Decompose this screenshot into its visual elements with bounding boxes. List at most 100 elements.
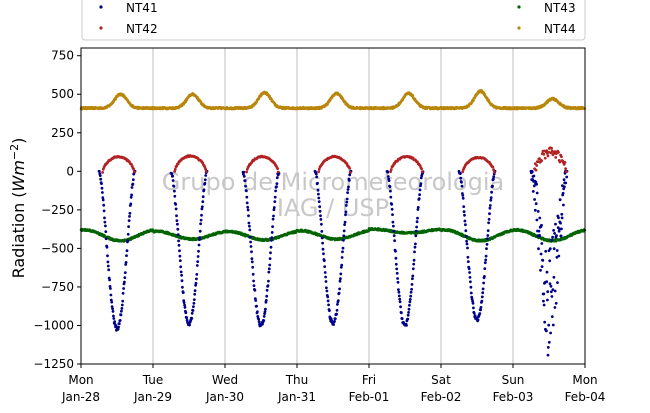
point-nt41 (325, 289, 329, 293)
point-nt41 (242, 172, 245, 176)
point-nt42 (546, 154, 550, 158)
point-nt42 (540, 159, 543, 163)
point-nt41 (343, 220, 347, 224)
point-nt41 (343, 223, 346, 227)
point-nt41 (480, 299, 484, 303)
point-nt42 (564, 170, 568, 174)
point-nt41 (324, 280, 328, 283)
point-nt41 (180, 279, 184, 283)
x-tick-label-day: Mon (572, 373, 597, 387)
point-nt42 (550, 146, 553, 150)
point-nt41 (316, 188, 320, 192)
point-nt41 (112, 314, 115, 318)
y-tick-label: −500 (41, 241, 74, 255)
point-nt41 (322, 252, 325, 256)
point-nt41 (550, 295, 554, 298)
point-nt41 (458, 172, 462, 176)
point-nt41 (248, 235, 252, 239)
point-nt42 (420, 167, 423, 171)
point-nt41 (316, 181, 319, 185)
point-nt41 (483, 267, 487, 270)
point-nt41 (412, 258, 416, 262)
point-nt41 (271, 225, 274, 229)
point-nt44 (472, 99, 475, 102)
point-nt41 (247, 214, 250, 218)
point-nt41 (338, 279, 342, 283)
point-nt41 (545, 280, 549, 284)
watermark: Grupo de Micrometeorologia IAG / USP (162, 168, 504, 222)
point-nt41 (326, 295, 330, 299)
point-nt41 (268, 257, 272, 260)
point-nt41 (337, 291, 341, 295)
point-nt41 (537, 229, 541, 233)
point-nt41 (562, 203, 565, 207)
point-nt41 (542, 292, 546, 296)
point-nt41 (104, 230, 108, 234)
point-nt42 (542, 152, 546, 156)
point-nt41 (394, 262, 398, 266)
point-nt41 (199, 218, 203, 222)
point-nt41 (558, 198, 562, 202)
point-nt41 (323, 271, 327, 274)
point-nt41 (552, 229, 555, 232)
point-nt41 (177, 243, 181, 247)
point-nt42 (276, 167, 279, 171)
point-nt41 (203, 178, 207, 182)
x-tick-label-date: Feb-04 (565, 390, 606, 404)
point-nt41 (489, 196, 493, 200)
point-nt41 (270, 231, 274, 234)
point-nt41 (272, 208, 276, 212)
point-nt41 (200, 205, 204, 209)
point-nt41 (176, 233, 180, 237)
point-nt41 (202, 188, 206, 192)
point-nt41 (193, 289, 197, 293)
point-nt41 (106, 254, 109, 258)
point-nt41 (174, 207, 178, 211)
point-nt41 (269, 251, 272, 255)
point-nt41 (408, 300, 412, 304)
point-nt41 (275, 185, 278, 189)
point-nt41 (333, 320, 336, 323)
point-nt42 (560, 155, 563, 159)
point-nt41 (557, 229, 561, 233)
point-nt42 (173, 170, 177, 173)
point-nt41 (201, 200, 205, 204)
point-nt41 (199, 222, 203, 226)
point-nt41 (188, 323, 192, 327)
point-nt41 (560, 216, 564, 220)
point-nt41 (127, 225, 130, 229)
point-nt41 (103, 216, 106, 220)
point-nt41 (251, 265, 255, 269)
point-nt41 (391, 220, 395, 224)
y-tick-label: 250 (51, 126, 74, 140)
point-nt41 (126, 232, 130, 236)
point-nt41 (396, 277, 399, 280)
point-nt42 (564, 167, 567, 171)
point-nt41 (340, 263, 344, 267)
point-nt41 (530, 170, 534, 174)
point-nt41 (469, 285, 473, 289)
point-nt41 (249, 240, 253, 244)
point-nt42 (535, 164, 539, 167)
point-nt41 (462, 210, 466, 214)
point-nt42 (461, 170, 464, 174)
point-nt41 (112, 317, 116, 320)
point-nt41 (544, 249, 548, 253)
point-nt41 (339, 277, 342, 281)
point-nt41 (318, 209, 322, 213)
point-nt41 (123, 280, 126, 284)
point-nt41 (557, 254, 561, 258)
point-nt41 (179, 270, 183, 274)
point-nt41 (268, 263, 272, 267)
watermark-line-2: IAG / USP (277, 194, 389, 222)
point-nt41 (397, 290, 401, 294)
point-nt41 (314, 172, 318, 176)
point-nt41 (484, 254, 488, 258)
x-tick-label-date: Feb-01 (349, 390, 390, 404)
point-nt41 (411, 267, 415, 271)
y-tick-label: −1000 (33, 318, 74, 332)
point-nt41 (183, 303, 187, 307)
point-nt41 (480, 295, 484, 299)
point-nt41 (549, 284, 553, 288)
